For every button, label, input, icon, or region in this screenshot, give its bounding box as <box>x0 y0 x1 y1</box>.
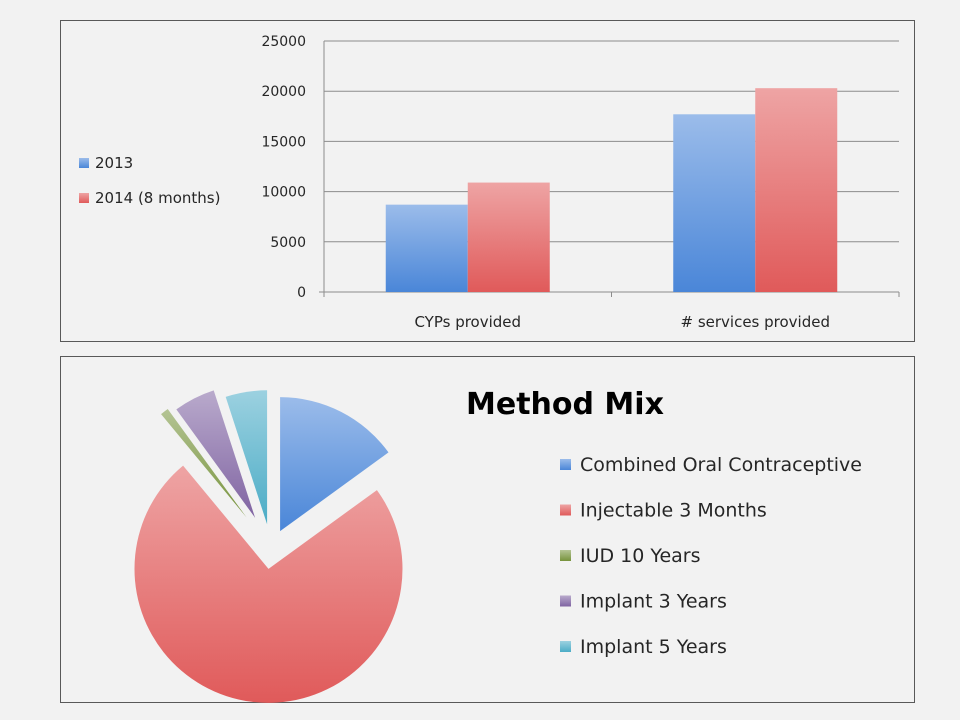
legend-swatch <box>560 504 571 516</box>
bar-chart: 0 5000 10000 15000 20000 25000 CYPs provided # … <box>79 34 900 331</box>
y-tick-label: 25000 <box>261 34 306 50</box>
legend-swatch <box>560 595 571 607</box>
bar-series-2 <box>467 182 550 292</box>
legend-swatch <box>560 641 571 652</box>
bar-series-2 <box>755 88 838 292</box>
chart-title: Method Mix <box>466 387 664 422</box>
pie-slice <box>225 390 268 525</box>
pie-slice <box>134 465 403 703</box>
legend-swatch <box>79 158 89 168</box>
legend-label: Injectable 3 Months <box>580 500 767 522</box>
bar-series-1 <box>673 114 756 293</box>
y-tick-label: 5000 <box>270 235 306 251</box>
legend-label: Implant 5 Years <box>580 636 727 658</box>
y-tick-label: 20000 <box>261 84 306 100</box>
legend-label: 2013 <box>95 154 133 172</box>
x-category-label: # services provided <box>680 313 830 331</box>
pie-slice <box>161 408 247 518</box>
legend-label: IUD 10 Years <box>580 545 701 567</box>
legend-label: Implant 3 Years <box>580 591 727 613</box>
pie-slice <box>280 397 389 532</box>
legend-swatch <box>79 193 89 203</box>
x-category-label: CYPs provided <box>414 313 521 331</box>
bar-chart-panel: 0 5000 10000 15000 20000 25000 CYPs provided # … <box>60 20 915 342</box>
pie-chart-panel: Method Mix Combined Oral Contraceptive Inj… <box>60 356 915 703</box>
y-tick-label: 10000 <box>261 185 306 201</box>
legend-swatch <box>560 550 571 561</box>
y-tick-label: 15000 <box>261 134 306 150</box>
bar-series-1 <box>385 204 468 292</box>
legend-label: 2014 (8 months) <box>95 189 220 207</box>
pie-slice <box>176 390 256 518</box>
legend-label: Combined Oral Contraceptive <box>580 454 862 476</box>
pie-chart: Method Mix Combined Oral Contraceptive Inj… <box>134 387 862 703</box>
y-tick-label: 0 <box>297 285 306 301</box>
legend-swatch <box>560 459 571 470</box>
